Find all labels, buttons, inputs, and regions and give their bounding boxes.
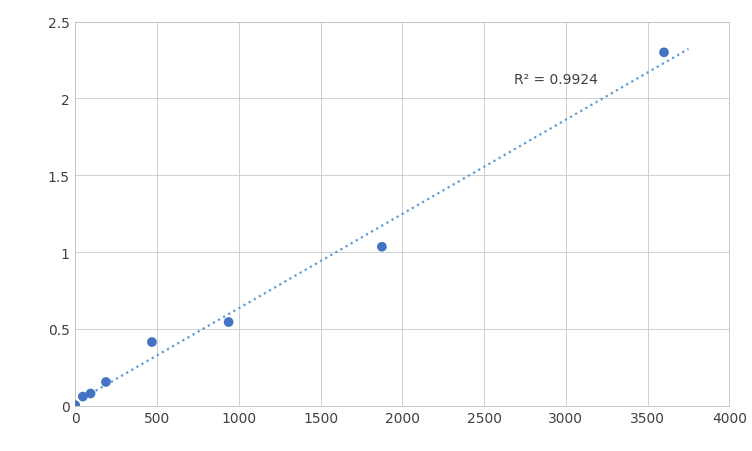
Text: R² = 0.9924: R² = 0.9924: [514, 73, 597, 87]
Point: [658, 50, 670, 57]
Point: [84, 390, 96, 397]
Point: [146, 339, 158, 346]
Point: [69, 402, 81, 409]
Point: [376, 244, 388, 251]
Point: [223, 319, 235, 326]
Point: [100, 378, 112, 386]
Point: [77, 393, 89, 400]
